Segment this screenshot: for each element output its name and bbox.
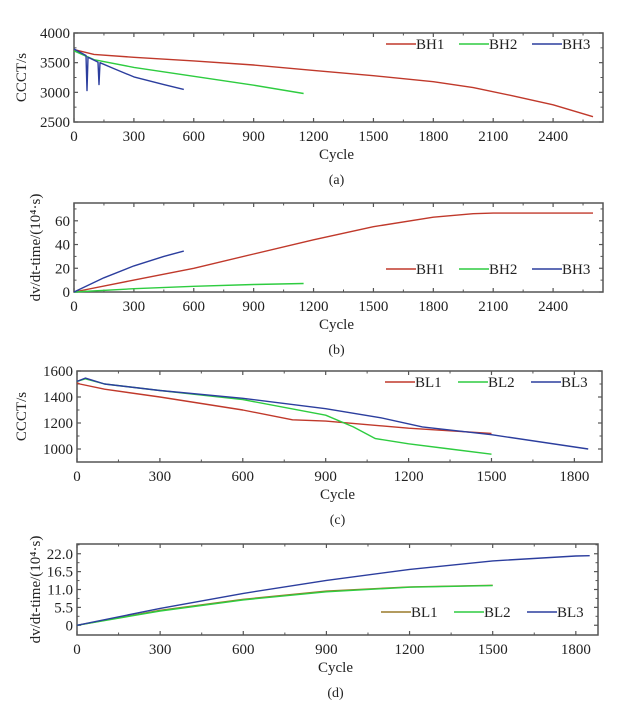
x-axis-label: Cycle <box>320 487 355 503</box>
y-tick-label: 1200 <box>43 416 73 432</box>
y-tick-label: 0 <box>66 618 74 634</box>
x-tick-label: 600 <box>232 469 255 485</box>
legend-label-bl1: BL1 <box>411 605 438 621</box>
series-line-bl2 <box>76 584 493 626</box>
y-tick-label: 11.0 <box>47 583 73 599</box>
series-line-bh1 <box>73 212 593 293</box>
y-tick-label: 60 <box>55 214 70 230</box>
x-tick-label: 1500 <box>358 299 388 315</box>
x-tick-label: 1500 <box>358 129 388 145</box>
legend-label-bl2: BL2 <box>484 605 511 621</box>
legend-label-bl3: BL3 <box>561 375 588 391</box>
panel-caption: (a) <box>329 173 345 188</box>
y-tick-label: 22.0 <box>47 547 73 563</box>
series-line-bl3 <box>76 555 590 626</box>
legend-label-bh2: BH2 <box>489 262 517 278</box>
legend-label-bh1: BH1 <box>416 37 444 53</box>
y-axis-label: CCCT/s <box>14 392 30 441</box>
plot-frame <box>73 32 604 123</box>
panel-b: 0 300 600 900 1200 1500 1800 2100 2400 0 20 40 60 Cyc… <box>28 194 604 358</box>
series-line-bl3 <box>76 377 589 450</box>
panel-c: 0 300 600 900 1200 1500 1800 1000 1200 1400 1600 Cy… <box>14 364 603 528</box>
x-tick-label: 0 <box>70 129 78 145</box>
series-line-bl1 <box>76 382 492 435</box>
legend-label-bl3: BL3 <box>557 605 584 621</box>
y-axis-label: dv/dt-time/(10⁴·s) <box>28 536 44 644</box>
x-tick-label: 300 <box>149 469 172 485</box>
x-tick-label: 1800 <box>418 299 448 315</box>
x-tick-label: 0 <box>73 642 81 658</box>
x-tick-label: 0 <box>73 469 81 485</box>
x-tick-label: 1800 <box>559 469 589 485</box>
panel-d: 0 300 600 900 1200 1500 1800 0 5.511.0 16.5 22.0 Cy… <box>28 536 599 701</box>
legend-label-bl2: BL2 <box>488 375 515 391</box>
x-tick-label: 2400 <box>538 299 568 315</box>
x-tick-label: 900 <box>314 469 337 485</box>
y-tick-label: 4000 <box>40 26 70 42</box>
y-axis-label: CCCT/s <box>14 53 30 102</box>
y-axis-label: dv/dt-time/(10⁴·s) <box>28 194 44 302</box>
x-axis-label: Cycle <box>319 147 354 163</box>
y-tick-label: 2500 <box>40 115 70 131</box>
x-tick-label: 1200 <box>395 642 425 658</box>
legend-label-bh2: BH2 <box>489 37 517 53</box>
x-tick-label: 1800 <box>418 129 448 145</box>
x-tick-label: 1500 <box>476 469 506 485</box>
x-tick-label: 2100 <box>478 299 508 315</box>
x-tick-label: 1800 <box>561 642 591 658</box>
x-tick-label: 2400 <box>538 129 568 145</box>
series-line-bh2 <box>73 282 304 293</box>
legend-label-bh1: BH1 <box>416 262 444 278</box>
x-axis-label: Cycle <box>318 660 353 676</box>
y-tick-label: 0 <box>63 285 71 301</box>
panel-caption: (b) <box>328 343 345 358</box>
x-axis-label: Cycle <box>319 317 354 333</box>
legend-label-bl1: BL1 <box>415 375 442 391</box>
series-line-bh1 <box>73 48 594 118</box>
x-tick-label: 600 <box>183 129 206 145</box>
y-tick-label: 5.5 <box>54 600 73 616</box>
y-tick-label: 16.5 <box>47 565 73 581</box>
legend-label-bh3: BH3 <box>562 37 590 53</box>
y-tick-label: 1600 <box>43 364 73 380</box>
x-tick-label: 900 <box>242 299 265 315</box>
y-tick-label: 40 <box>55 238 70 254</box>
x-tick-label: 300 <box>149 642 172 658</box>
x-tick-label: 1500 <box>478 642 508 658</box>
x-tick-label: 1200 <box>299 129 329 145</box>
series-line-bh3 <box>73 250 184 293</box>
x-tick-label: 900 <box>315 642 338 658</box>
x-tick-label: 1200 <box>394 469 424 485</box>
y-tick-label: 1000 <box>43 442 73 458</box>
x-tick-label: 900 <box>242 129 265 145</box>
series-line-bh2 <box>73 50 304 95</box>
series-line-bh3 <box>73 48 184 92</box>
x-tick-label: 300 <box>123 129 146 145</box>
x-tick-label: 1200 <box>299 299 329 315</box>
plot-frame <box>76 370 603 463</box>
plot-frame <box>73 202 604 293</box>
plot-frame <box>76 543 599 636</box>
panel-a: 0 300 600 900 1200 1500 1800 2100 2400 2500 3000 35… <box>14 26 604 188</box>
y-tick-label: 3500 <box>40 56 70 72</box>
x-tick-label: 600 <box>183 299 206 315</box>
x-tick-label: 300 <box>123 299 146 315</box>
y-tick-label: 20 <box>55 261 70 277</box>
y-tick-label: 3000 <box>40 85 70 101</box>
x-tick-label: 0 <box>70 299 78 315</box>
y-tick-label: 1400 <box>43 390 73 406</box>
panel-caption: (d) <box>327 686 344 701</box>
x-tick-label: 2100 <box>478 129 508 145</box>
x-tick-label: 600 <box>232 642 255 658</box>
legend-label-bh3: BH3 <box>562 262 590 278</box>
panel-caption: (c) <box>330 513 346 528</box>
